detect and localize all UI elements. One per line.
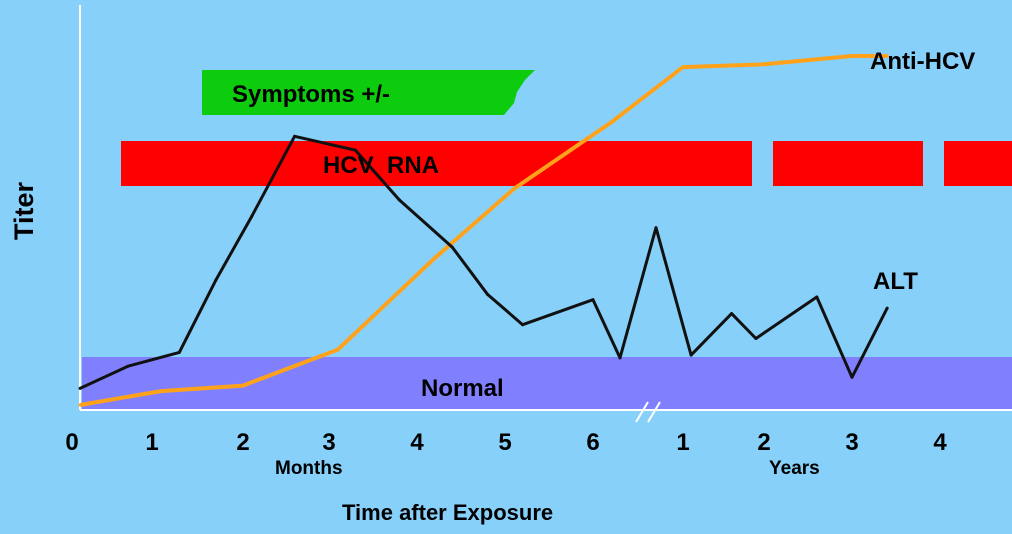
data-point-alt-16 [754,337,758,340]
x-tick-years-1: 1 [676,429,689,456]
data-point-alt-2 [177,350,181,354]
data-point-alt-0 [78,386,82,390]
data-point-anti-hcv-2 [241,384,245,388]
data-point-anti-hcv-10 [885,54,889,58]
anti-hcv-series-label: Anti-HCV [870,48,975,75]
x-tick-years-3: 3 [845,429,858,456]
x-axis-label: Time after Exposure [342,500,553,525]
x-tick-months-5: 5 [498,429,511,456]
x-ticks: 0 1 2 3 4 5 6 1 2 3 4 [65,429,947,456]
x-tick-months-6: 6 [586,429,599,456]
data-point-alt-9 [485,292,489,296]
data-point-alt-11 [591,298,595,302]
data-point-alt-6 [353,148,357,152]
years-unit-label: Years [769,458,820,479]
data-point-anti-hcv-0 [78,403,82,407]
normal-band [82,357,1012,411]
axis-break-marker [635,401,661,423]
symptoms-label: Symptoms +/- [232,81,390,108]
data-point-alt-4 [250,215,254,219]
x-tick-months-0: 0 [65,429,78,456]
data-point-alt-5 [293,134,297,138]
data-point-alt-8 [450,245,454,249]
x-tick-months-2: 2 [236,429,249,456]
data-point-alt-7 [397,198,401,202]
x-tick-months-1: 1 [145,429,158,456]
symptoms-band [202,70,535,115]
y-axis-label: Titer [9,181,39,240]
data-point-alt-14 [689,353,693,357]
months-unit-label: Months [275,458,343,479]
data-point-alt-18 [850,375,854,379]
bands [82,70,1012,411]
series-points [78,54,889,407]
hcv-rna-band-2 [773,141,923,186]
x-tick-months-3: 3 [322,429,335,456]
data-point-anti-hcv-9 [850,54,854,58]
data-point-alt-17 [815,295,819,299]
data-point-alt-15 [730,312,734,316]
data-point-anti-hcv-4 [433,256,437,260]
data-point-anti-hcv-5 [512,187,516,191]
data-point-anti-hcv-6 [609,121,613,124]
data-point-alt-13 [654,226,658,230]
data-point-alt-19 [885,306,889,310]
data-point-alt-3 [214,278,218,282]
data-point-anti-hcv-1 [159,389,163,393]
hcv-rna-band-3 [944,141,1012,186]
normal-label: Normal [421,375,504,402]
data-point-anti-hcv-3 [336,348,340,352]
hcv-rna-label: HCV RNA [323,152,439,179]
data-point-anti-hcv-8 [762,62,766,66]
alt-series-label: ALT [873,268,918,295]
x-tick-years-4: 4 [933,429,947,456]
hcv-rna-band-1 [121,141,752,186]
data-point-alt-12 [618,356,622,360]
x-tick-months-4: 4 [410,429,424,456]
series-line-alt [79,134,889,390]
data-point-anti-hcv-7 [681,65,685,69]
data-point-alt-10 [521,323,525,327]
x-tick-years-2: 2 [757,429,770,456]
data-point-alt-1 [126,364,130,368]
